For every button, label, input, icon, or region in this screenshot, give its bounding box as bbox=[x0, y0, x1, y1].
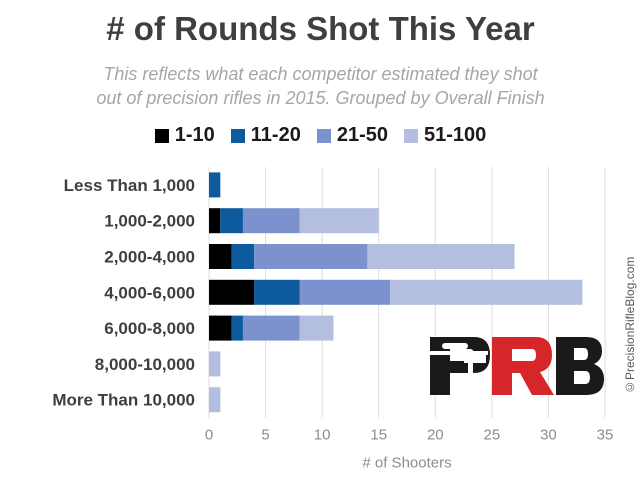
x-tick-label: 20 bbox=[427, 427, 444, 444]
bar-11-20-3 bbox=[231, 244, 255, 269]
legend-item-1: 1-10 bbox=[154, 124, 215, 147]
x-tick-label: 35 bbox=[597, 427, 614, 444]
bar-11-20-2 bbox=[220, 208, 243, 234]
category-label: 1,000-2,000 bbox=[104, 212, 195, 231]
legend-item-2: 11-20 bbox=[230, 124, 301, 147]
prb-logo bbox=[428, 337, 604, 395]
bar-51-100-6 bbox=[209, 351, 221, 377]
legend-label: 1-10 bbox=[174, 124, 215, 146]
legend: 1-10 11-20 21-50 51-100 bbox=[0, 124, 641, 147]
x-tick-label: 5 bbox=[261, 427, 269, 444]
bar-21-50-4 bbox=[299, 279, 391, 305]
chart-subtitle: This reflects what each competitor estim… bbox=[40, 62, 601, 110]
legend-item-4: 51-100 bbox=[403, 124, 487, 147]
legend-swatch bbox=[316, 128, 331, 143]
bar-11-20-4 bbox=[254, 279, 300, 305]
bar-51-100-7 bbox=[209, 387, 221, 413]
legend-swatch bbox=[230, 128, 245, 143]
legend-swatch bbox=[154, 128, 169, 143]
legend-label: 11-20 bbox=[250, 124, 301, 146]
category-label: 2,000-4,000 bbox=[104, 248, 195, 267]
bar-1-10-4 bbox=[209, 279, 255, 305]
bar-21-50-2 bbox=[242, 208, 300, 234]
bar-1-10-2 bbox=[209, 208, 221, 234]
bar-1-10-5 bbox=[209, 315, 232, 341]
x-tick-label: 15 bbox=[370, 427, 387, 444]
legend-label: 21-50 bbox=[336, 124, 388, 146]
watermark: ©PrecisionRifleBlog.com bbox=[623, 256, 637, 394]
bar-1-10-3 bbox=[209, 244, 232, 269]
legend-item-3: 21-50 bbox=[316, 124, 388, 147]
x-tick-label: 10 bbox=[314, 427, 331, 444]
bar-21-50-5 bbox=[242, 315, 300, 341]
x-axis-title: # of Shooters bbox=[362, 455, 451, 472]
subtitle-line-2: out of precision rifles in 2015. Grouped… bbox=[96, 88, 545, 108]
category-label: 6,000-8,000 bbox=[104, 319, 195, 338]
legend-swatch bbox=[403, 128, 418, 143]
bar-51-100-3 bbox=[367, 244, 515, 269]
bar-51-100-2 bbox=[299, 208, 379, 234]
bar-21-50-3 bbox=[254, 244, 368, 269]
legend-label: 51-100 bbox=[423, 124, 487, 146]
category-label: 4,000-6,000 bbox=[104, 283, 195, 302]
bar-11-20-5 bbox=[231, 315, 243, 341]
chart-title: # of Rounds Shot This Year bbox=[106, 10, 535, 47]
subtitle-line-1: This reflects what each competitor estim… bbox=[103, 64, 538, 84]
bar-51-100-5 bbox=[299, 315, 334, 341]
bar-51-100-4 bbox=[390, 279, 583, 305]
x-tick-label: 30 bbox=[540, 427, 557, 444]
x-tick-label: 25 bbox=[484, 427, 501, 444]
category-label: 8,000-10,000 bbox=[95, 355, 195, 374]
category-label: Less Than 1,000 bbox=[64, 176, 195, 195]
bar-11-20-1 bbox=[209, 172, 221, 198]
category-label: More Than 10,000 bbox=[52, 391, 195, 410]
x-tick-label: 0 bbox=[205, 427, 213, 444]
